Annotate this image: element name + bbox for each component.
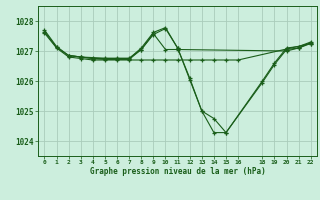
X-axis label: Graphe pression niveau de la mer (hPa): Graphe pression niveau de la mer (hPa)	[90, 167, 266, 176]
